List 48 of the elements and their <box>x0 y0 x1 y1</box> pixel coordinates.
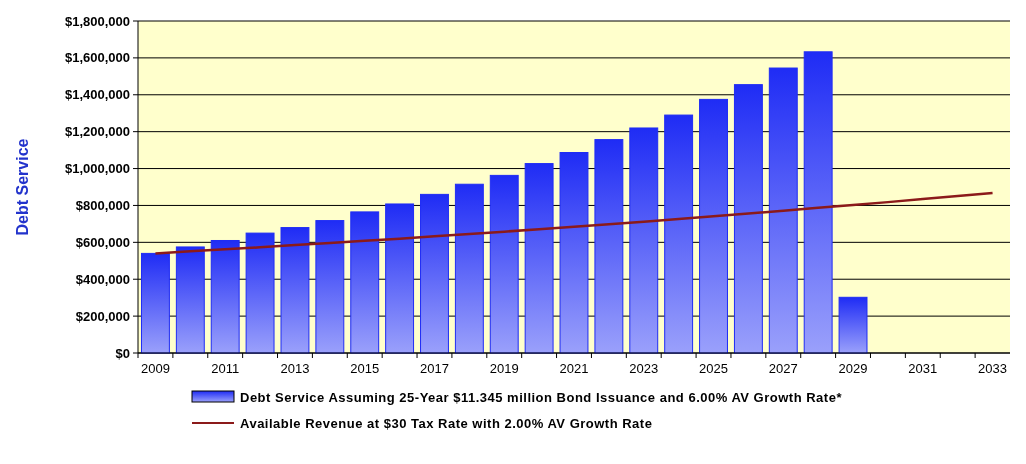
y-tick-label: $1,000,000 <box>64 161 130 177</box>
bar <box>140 252 170 354</box>
bar <box>524 163 554 354</box>
x-tick-label: 2017 <box>420 361 449 376</box>
bar <box>629 127 659 354</box>
bar <box>594 139 624 354</box>
x-tick-label: 2011 <box>211 361 240 376</box>
line-series <box>154 191 994 255</box>
bar <box>385 203 415 354</box>
bar <box>350 211 380 354</box>
bar <box>175 246 205 354</box>
bar <box>559 152 589 354</box>
bar <box>245 232 275 354</box>
x-tick-label: 2009 <box>140 361 170 376</box>
y-tick-label: $1,400,000 <box>64 87 130 103</box>
x-tick-label: 2027 <box>768 361 798 376</box>
bar <box>420 193 449 354</box>
x-tick-label: 2015 <box>350 361 380 376</box>
y-tick-label: $200,000 <box>75 308 130 324</box>
bar <box>768 67 798 354</box>
bar <box>280 227 310 354</box>
x-tick-label: 2021 <box>559 361 589 376</box>
bar <box>210 239 240 354</box>
bar <box>489 174 519 354</box>
bar <box>664 114 694 354</box>
bar <box>454 183 484 354</box>
bar <box>315 220 345 354</box>
legend-label: Debt Service Assuming 25-Year $11.345 million Bond Issuance and 6.00% AV Growth Rate* <box>240 389 843 405</box>
bar <box>733 84 763 354</box>
y-tick-label: $400,000 <box>75 271 130 287</box>
x-tick-label: 2029 <box>838 361 868 376</box>
y-tick-label: $800,000 <box>75 197 130 213</box>
x-tick-label: 2033 <box>978 361 1008 376</box>
bar <box>838 296 868 354</box>
x-tick-label: 2013 <box>280 361 310 376</box>
y-tick-label: $600,000 <box>75 234 130 250</box>
y-tick-label: $1,800,000 <box>64 13 130 29</box>
y-axis-title: Debt Service <box>14 138 31 236</box>
x-tick-label: 2023 <box>629 361 659 376</box>
y-tick-label: $0 <box>115 345 130 361</box>
x-tick-label: 2025 <box>699 361 728 376</box>
x-tick-label: 2031 <box>908 361 938 376</box>
legend-label: Available Revenue at $30 Tax Rate with 2.00% AV Growth Rate <box>240 415 653 431</box>
y-tick-label: $1,200,000 <box>64 124 130 140</box>
bar <box>699 98 728 354</box>
x-tick-label: 2019 <box>489 361 519 376</box>
bar <box>803 51 833 354</box>
y-tick-label: $1,600,000 <box>64 50 130 66</box>
